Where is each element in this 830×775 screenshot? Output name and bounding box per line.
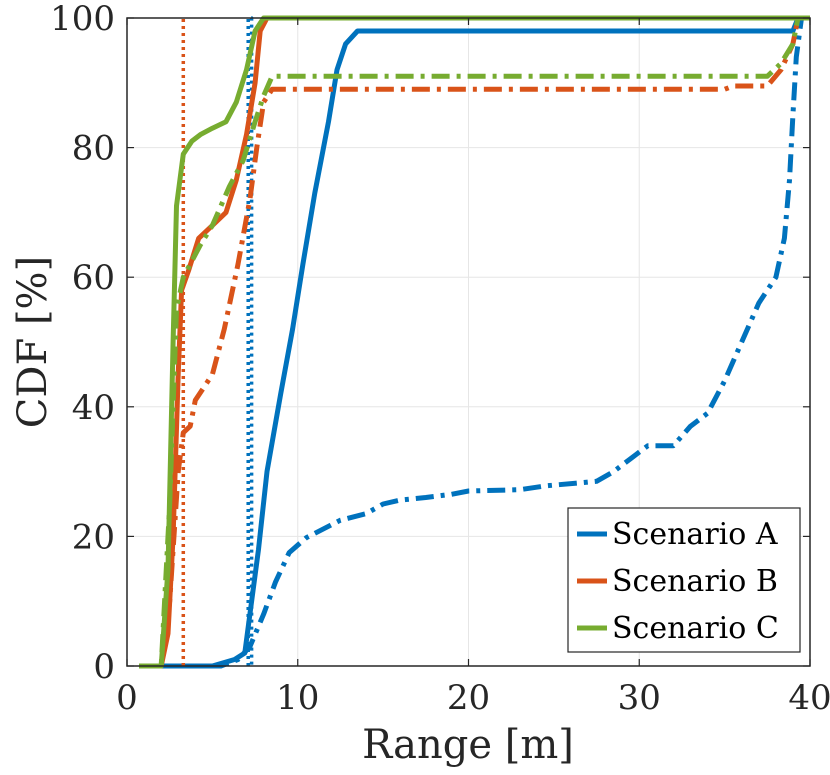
- x-tick-label: 0: [116, 678, 138, 718]
- x-axis-label: Range [m]: [362, 722, 574, 768]
- series-line-a-dashdot: [139, 15, 810, 669]
- ticks: [126, 17, 811, 667]
- y-tick-label: 40: [72, 388, 115, 428]
- y-tick-label: 80: [72, 129, 115, 169]
- legend-label-b: Scenario B: [612, 564, 778, 599]
- series-group: [139, 15, 810, 669]
- x-tick-label: 10: [276, 678, 319, 718]
- y-tick-label: 0: [93, 647, 115, 687]
- y-tick-label: 60: [72, 258, 115, 298]
- y-tick-labels: 0 20 40 60 80 100: [50, 0, 115, 687]
- x-tick-label: 40: [788, 678, 830, 718]
- legend-label-a: Scenario A: [612, 517, 778, 552]
- legend-label-c: Scenario C: [612, 611, 779, 646]
- series-line-b-dashdot: [139, 15, 810, 669]
- y-tick-label: 100: [50, 0, 115, 39]
- series-line-b-solid: [139, 15, 810, 669]
- x-tick-label: 30: [618, 678, 661, 718]
- x-tick-label: 20: [447, 678, 490, 718]
- series-line-a-solid: [139, 15, 810, 669]
- x-tick-labels: 0 10 20 30 40: [116, 678, 830, 718]
- y-tick-label: 20: [72, 517, 115, 557]
- legend: Scenario A Scenario B Scenario C: [567, 507, 801, 653]
- y-axis-label: CDF [%]: [10, 256, 56, 428]
